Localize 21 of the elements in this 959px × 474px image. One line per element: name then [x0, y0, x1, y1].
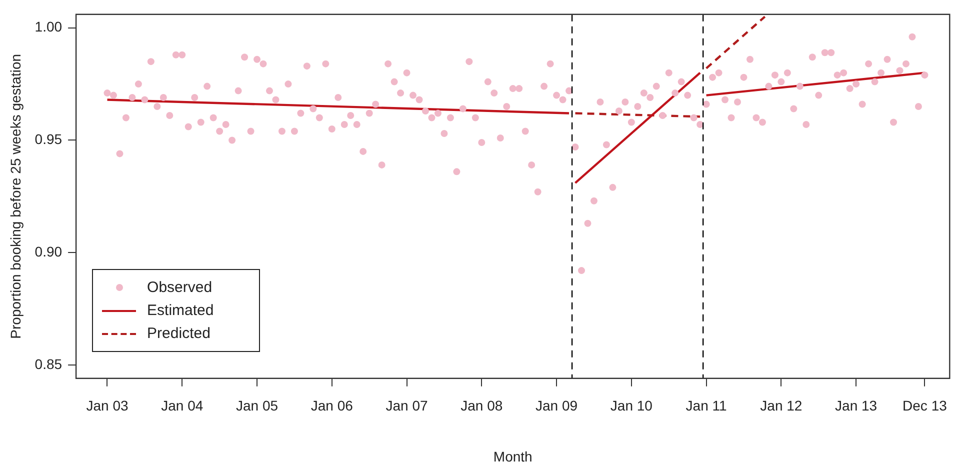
- x-tick-label: Jan 06: [310, 398, 354, 414]
- x-tick-label: Jan 04: [161, 398, 204, 414]
- x-tick-label: Jan 10: [610, 398, 653, 414]
- x-tick-label: Jan 07: [386, 398, 428, 414]
- y-axis-title: Proportion booking before 25 weeks gestation: [7, 54, 24, 339]
- legend-label: Observed: [147, 278, 212, 298]
- legend-label: Predicted: [147, 324, 210, 344]
- x-tick-label: Jan 09: [536, 398, 578, 414]
- x-tick-label: Jan 12: [760, 398, 802, 414]
- legend-label: Estimated: [147, 301, 214, 322]
- y-tick-label: 0.90: [34, 243, 62, 260]
- y-tick-label: 0.95: [34, 131, 62, 148]
- y-tick-label: 1.00: [34, 18, 62, 35]
- x-tick-label: Jan 08: [460, 398, 503, 414]
- x-tick-label: Jan 13: [835, 398, 878, 414]
- x-tick-label: Jan 03: [86, 398, 128, 414]
- x-tick-label: Dec 13: [902, 398, 948, 414]
- y-tick-label: 0.85: [34, 356, 62, 372]
- x-axis-title: Month: [493, 448, 532, 464]
- x-tick-label: Jan 05: [236, 398, 278, 414]
- x-tick-label: Jan 11: [686, 398, 728, 414]
